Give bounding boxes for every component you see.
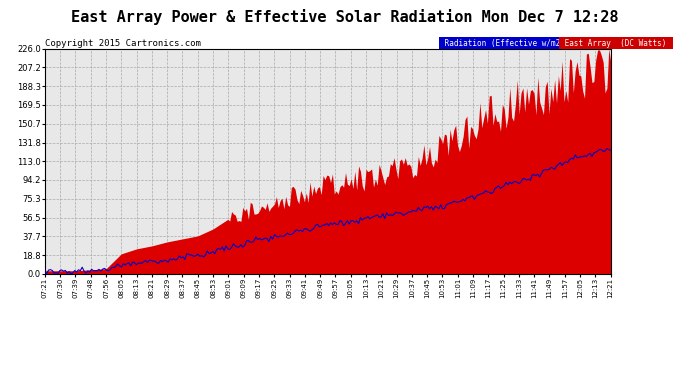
- Text: East Array Power & Effective Solar Radiation Mon Dec 7 12:28: East Array Power & Effective Solar Radia…: [71, 9, 619, 26]
- Text: East Array  (DC Watts): East Array (DC Watts): [560, 39, 671, 48]
- Text: Radiation (Effective w/m2): Radiation (Effective w/m2): [440, 39, 570, 48]
- Text: Copyright 2015 Cartronics.com: Copyright 2015 Cartronics.com: [45, 39, 201, 48]
